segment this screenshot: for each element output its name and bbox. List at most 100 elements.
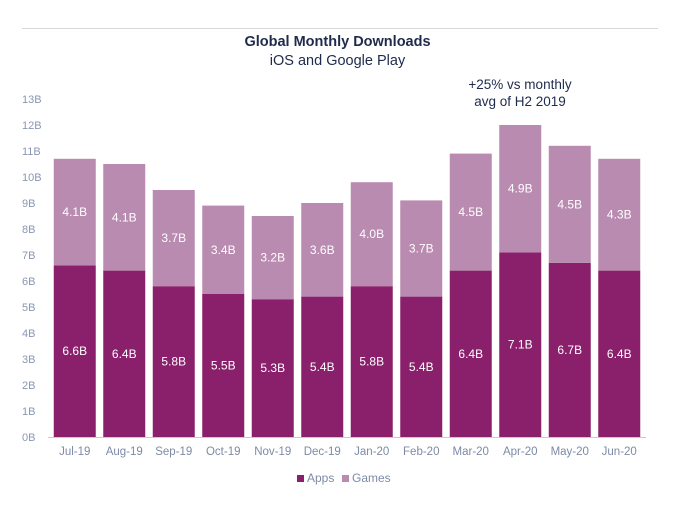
bar-apps-jun-20: 6.4B <box>598 270 641 437</box>
x-tick-label: Dec-19 <box>304 446 341 458</box>
bar-apps-may-20: 6.7B <box>548 262 591 437</box>
bar-segment <box>251 299 294 437</box>
bar-data-label: 5.3B <box>260 361 285 375</box>
bar-apps-jan-20: 5.8B <box>350 286 393 437</box>
y-tick-label: 10B <box>22 172 42 184</box>
bar-data-label: 3.7B <box>409 242 434 256</box>
watermark-text: APP ANNIE <box>259 227 541 271</box>
chart-subtitle: iOS and Google Play <box>269 53 406 69</box>
chart-title: Global Monthly Downloads <box>244 34 431 50</box>
bar-segment <box>598 270 641 437</box>
bar-segment <box>251 216 294 300</box>
bar-segment <box>350 182 393 287</box>
legend-swatch <box>342 475 349 482</box>
bar-apps-apr-20: 7.1B <box>499 252 542 437</box>
bar-segment <box>548 145 591 263</box>
bar-data-label: 4.9B <box>508 182 533 196</box>
bar-data-label: 6.6B <box>62 344 87 358</box>
bar-data-label: 5.4B <box>409 360 434 374</box>
bar-data-label: 3.6B <box>310 243 335 257</box>
bar-data-label: 6.4B <box>607 347 632 361</box>
legend-swatch <box>297 475 304 482</box>
bar-apps-dec-19: 5.4B <box>301 296 344 437</box>
bar-games-jan-20: 4.0B <box>350 182 393 287</box>
bar-apps-feb-20: 5.4B <box>400 296 443 437</box>
x-tick-label: May-20 <box>551 446 589 458</box>
x-tick-label: Jan-20 <box>354 446 389 458</box>
bar-apps-mar-20: 6.4B <box>449 270 492 437</box>
x-tick-label: Jul-19 <box>59 446 90 458</box>
y-axis: 0B 1B 2B 3B 4B 5B 6B 7B 8B 9B 10B 11B 12B 13B <box>22 94 42 444</box>
legend: Apps Games <box>297 471 391 485</box>
x-tick-label: Nov-19 <box>254 446 291 458</box>
bar-games-nov-19: 3.2B <box>251 216 294 300</box>
bar-data-label: 3.7B <box>161 231 186 245</box>
bar-data-label: 3.4B <box>211 243 236 257</box>
x-tick-label: Sep-19 <box>155 446 192 458</box>
bars: 6.6B 4.1B 6.4B 4.1B 5.8B 3.7B 5.5B 3.4B 5.3B 3.2B… <box>53 125 641 437</box>
y-tick-label: 13B <box>22 94 42 106</box>
bar-data-label: 4.3B <box>607 208 632 222</box>
bar-games-jul-19: 4.1B <box>53 158 96 266</box>
annotation: +25% vs monthly avg of H2 2019 <box>440 76 600 110</box>
y-tick-label: 2B <box>22 380 35 392</box>
bar-games-sep-19: 3.7B <box>152 190 195 287</box>
y-tick-label: 8B <box>22 224 35 236</box>
bar-segment <box>301 203 344 297</box>
bar-segment <box>103 270 146 437</box>
y-tick-label: 3B <box>22 354 35 366</box>
y-tick-label: 6B <box>22 276 35 288</box>
x-axis: Jul-19 Aug-19 Sep-19 Oct-19 Nov-19 Dec-19 Jan-… <box>48 437 646 458</box>
legend-item-games: Games <box>342 471 391 485</box>
bar-segment <box>548 262 591 437</box>
y-tick-label: 7B <box>22 250 35 262</box>
bar-data-label: 6.4B <box>458 347 483 361</box>
legend-label: Apps <box>307 471 334 485</box>
bar-data-label: 3.2B <box>260 251 285 265</box>
bar-segment <box>499 125 542 253</box>
y-tick-label: 4B <box>22 328 35 340</box>
bar-segment <box>499 252 542 437</box>
bar-games-feb-20: 3.7B <box>400 200 443 297</box>
y-tick-label: 5B <box>22 302 35 314</box>
bar-segment <box>400 296 443 437</box>
bar-games-oct-19: 3.4B <box>202 205 245 294</box>
bar-data-label: 4.0B <box>359 227 384 241</box>
y-tick-label: 0B <box>22 432 35 444</box>
bar-games-apr-20: 4.9B <box>499 125 542 253</box>
bar-segment <box>400 200 443 297</box>
bar-segment <box>598 158 641 271</box>
bar-games-dec-19: 3.6B <box>301 203 344 297</box>
bar-games-jun-20: 4.3B <box>598 158 641 271</box>
bar-apps-oct-19: 5.5B <box>202 294 245 437</box>
y-tick-label: 9B <box>22 198 35 210</box>
bar-data-label: 5.8B <box>161 355 186 369</box>
legend-item-apps: Apps <box>297 471 334 485</box>
bar-data-label: 5.8B <box>359 355 384 369</box>
bar-data-label: 4.1B <box>62 205 87 219</box>
bar-segment <box>301 296 344 437</box>
bar-data-label: 6.4B <box>112 347 137 361</box>
bar-segment <box>152 286 195 437</box>
bar-apps-nov-19: 5.3B <box>251 299 294 437</box>
bar-games-aug-19: 4.1B <box>103 164 146 271</box>
x-tick-label: Aug-19 <box>106 446 143 458</box>
y-tick-label: 11B <box>22 146 41 158</box>
bar-segment <box>350 286 393 437</box>
watermark: APP ANNIE <box>259 227 541 271</box>
bar-data-label: 6.7B <box>557 343 582 357</box>
y-tick-label: 1B <box>22 406 35 418</box>
bar-segment <box>202 294 245 437</box>
x-tick-label: Feb-20 <box>403 446 439 458</box>
annotation-line-2: avg of H2 2019 <box>474 94 566 109</box>
annotation-line-1: +25% vs monthly <box>468 77 572 92</box>
bar-apps-sep-19: 5.8B <box>152 286 195 437</box>
x-tick-label: Jun-20 <box>602 446 637 458</box>
x-tick-label: Oct-19 <box>206 446 241 458</box>
bar-segment <box>449 153 492 271</box>
bar-segment <box>53 265 96 437</box>
bar-games-may-20: 4.5B <box>548 145 591 263</box>
top-border <box>22 28 658 29</box>
